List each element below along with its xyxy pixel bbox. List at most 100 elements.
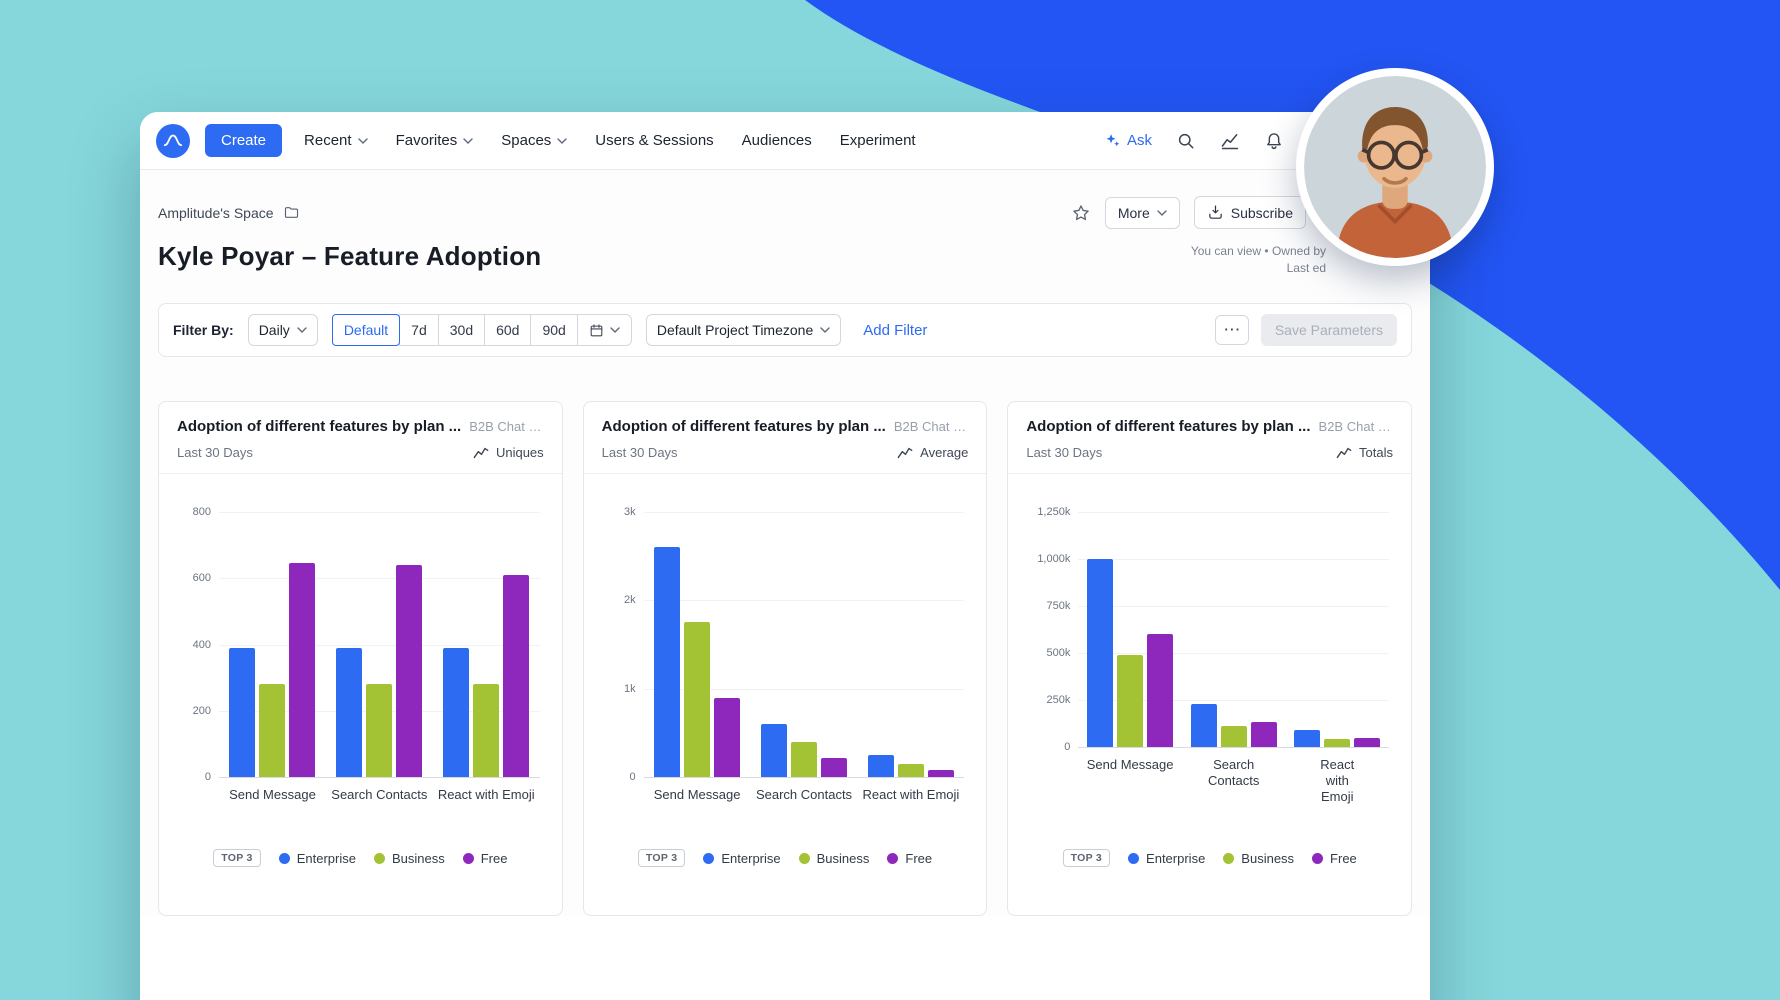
bar-free-search-contacts[interactable]: [821, 758, 847, 777]
legend-dot: [462, 852, 474, 864]
nav-item-spaces[interactable]: Spaces: [501, 132, 567, 149]
bar-business-search-contacts[interactable]: [366, 684, 393, 777]
bar-business-search-contacts[interactable]: [791, 741, 817, 777]
bar-free-react-with-emoji[interactable]: [1354, 737, 1381, 747]
x-axis-label-send-message: Send Message: [653, 787, 741, 802]
nav-item-audiences[interactable]: Audiences: [742, 132, 812, 149]
legend-dot: [887, 852, 899, 864]
bell-icon[interactable]: [1264, 131, 1284, 151]
chart-legend: TOP 3 Enterprise Business Free: [584, 849, 987, 867]
bar-free-search-contacts[interactable]: [1250, 721, 1277, 747]
favorite-star-icon[interactable]: [1071, 203, 1091, 223]
range-option-60d[interactable]: 60d: [484, 314, 532, 346]
chart-period-label: Last 30 Days: [1026, 445, 1103, 460]
chart-plot-area: 3k 2k 1k 0 Send Message Search Contacts React…: [584, 474, 987, 803]
chart-legend: TOP 3 Enterprise Business Free: [1008, 849, 1411, 867]
nav-item-label: Spaces: [501, 132, 552, 149]
nav-item-favorites[interactable]: Favorites: [396, 132, 474, 149]
top3-badge: TOP 3: [213, 849, 261, 867]
nav-item-recent[interactable]: Recent: [304, 132, 368, 149]
user-avatar[interactable]: [1296, 68, 1494, 266]
subscribe-button[interactable]: Subscribe: [1193, 196, 1306, 229]
legend-item-free[interactable]: Free: [462, 851, 507, 866]
save-parameters-button[interactable]: Save Parameters: [1260, 314, 1397, 346]
filter-more-options-button[interactable]: ⋯: [1214, 315, 1249, 345]
bar-enterprise-search-contacts[interactable]: [336, 647, 363, 777]
breadcrumb[interactable]: Amplitude's Space: [158, 204, 274, 221]
more-button[interactable]: More: [1104, 196, 1180, 229]
chevron-down-icon: [357, 137, 368, 144]
legend-dot: [278, 852, 290, 864]
bar-business-send-message[interactable]: [259, 684, 286, 777]
page-title: Kyle Poyar – Feature Adoption: [158, 241, 542, 271]
bar-business-search-contacts[interactable]: [1220, 726, 1247, 747]
create-button[interactable]: Create: [205, 124, 283, 157]
amplitude-logo[interactable]: [156, 123, 190, 158]
nav-item-label: Audiences: [741, 132, 812, 149]
bar-enterprise-search-contacts[interactable]: [1190, 703, 1217, 747]
legend-item-business[interactable]: Business: [798, 851, 869, 866]
search-icon[interactable]: [1176, 131, 1196, 151]
range-option-30d[interactable]: 30d: [437, 314, 486, 346]
range-option-90d[interactable]: 90d: [530, 314, 578, 346]
legend-item-free[interactable]: Free: [887, 851, 932, 866]
bar-business-send-message[interactable]: [1117, 654, 1144, 747]
metric-line-chart-icon: [473, 447, 489, 458]
bar-free-send-message[interactable]: [289, 563, 316, 777]
bar-free-search-contacts[interactable]: [396, 565, 423, 777]
bar-group-search-contacts: [326, 512, 433, 777]
chart-title[interactable]: Adoption of different features by plan .…: [601, 418, 886, 435]
chart-card-header[interactable]: Adoption of different features by plan .…: [1008, 402, 1411, 473]
subscribe-label: Subscribe: [1230, 204, 1293, 221]
chart-title[interactable]: Adoption of different features by plan .…: [1026, 418, 1311, 435]
legend-label: Enterprise: [1146, 850, 1206, 866]
chart-metric: Uniques: [473, 445, 544, 460]
filter-bar-actions: ⋯ Save Parameters: [1214, 314, 1397, 346]
nav-item-users-sessions[interactable]: Users & Sessions: [595, 132, 713, 149]
bar-enterprise-send-message[interactable]: [229, 647, 256, 777]
bar-enterprise-send-message[interactable]: [654, 547, 681, 777]
bar-enterprise-react-with-emoji[interactable]: [443, 647, 470, 777]
bar-business-react-with-emoji[interactable]: [897, 763, 924, 777]
range-option-default[interactable]: Default: [331, 314, 401, 346]
legend-item-enterprise[interactable]: Enterprise: [1128, 851, 1205, 866]
bar-free-react-with-emoji[interactable]: [503, 574, 530, 777]
granularity-dropdown[interactable]: Daily: [247, 314, 318, 346]
bars-row: [644, 512, 965, 777]
top3-badge: TOP 3: [1062, 849, 1111, 867]
bar-group-send-message: [644, 512, 751, 777]
legend-label: Business: [391, 850, 445, 866]
analytics-icon[interactable]: [1220, 131, 1240, 151]
legend-dot: [703, 852, 715, 864]
nav-item-label: Favorites: [395, 132, 458, 149]
bar-enterprise-send-message[interactable]: [1087, 559, 1114, 747]
chart-card-header[interactable]: Adoption of different features by plan .…: [584, 402, 987, 473]
custom-date-range-button[interactable]: [576, 314, 632, 346]
legend-item-business[interactable]: Business: [373, 850, 445, 866]
bar-enterprise-react-with-emoji[interactable]: [1294, 730, 1321, 747]
gridline: [219, 644, 540, 646]
bar-business-react-with-emoji[interactable]: [1324, 739, 1351, 747]
bar-business-send-message[interactable]: [684, 622, 711, 777]
chart-title[interactable]: Adoption of different features by plan .…: [177, 418, 462, 435]
divider: [1008, 473, 1412, 474]
bar-business-react-with-emoji[interactable]: [473, 684, 500, 777]
bar-free-react-with-emoji[interactable]: [927, 769, 954, 777]
bar-enterprise-search-contacts[interactable]: [761, 724, 787, 777]
legend-item-free[interactable]: Free: [1312, 851, 1357, 866]
timezone-dropdown[interactable]: Default Project Timezone: [645, 314, 842, 346]
chart-card-header[interactable]: Adoption of different features by plan .…: [159, 402, 562, 473]
bar-free-send-message[interactable]: [1147, 634, 1174, 747]
range-option-7d[interactable]: 7d: [399, 314, 439, 346]
bar-free-send-message[interactable]: [714, 697, 741, 777]
gridline: [1078, 653, 1390, 654]
add-filter-link[interactable]: Add Filter: [863, 321, 928, 339]
bar-enterprise-react-with-emoji[interactable]: [867, 754, 894, 777]
legend-item-enterprise[interactable]: Enterprise: [703, 851, 781, 866]
gridline: [643, 600, 965, 602]
legend-item-enterprise[interactable]: Enterprise: [278, 851, 356, 866]
gridline: [643, 512, 965, 513]
legend-item-business[interactable]: Business: [1223, 851, 1294, 866]
ask-button[interactable]: Ask: [1104, 132, 1152, 149]
nav-item-experiment[interactable]: Experiment: [840, 132, 916, 149]
